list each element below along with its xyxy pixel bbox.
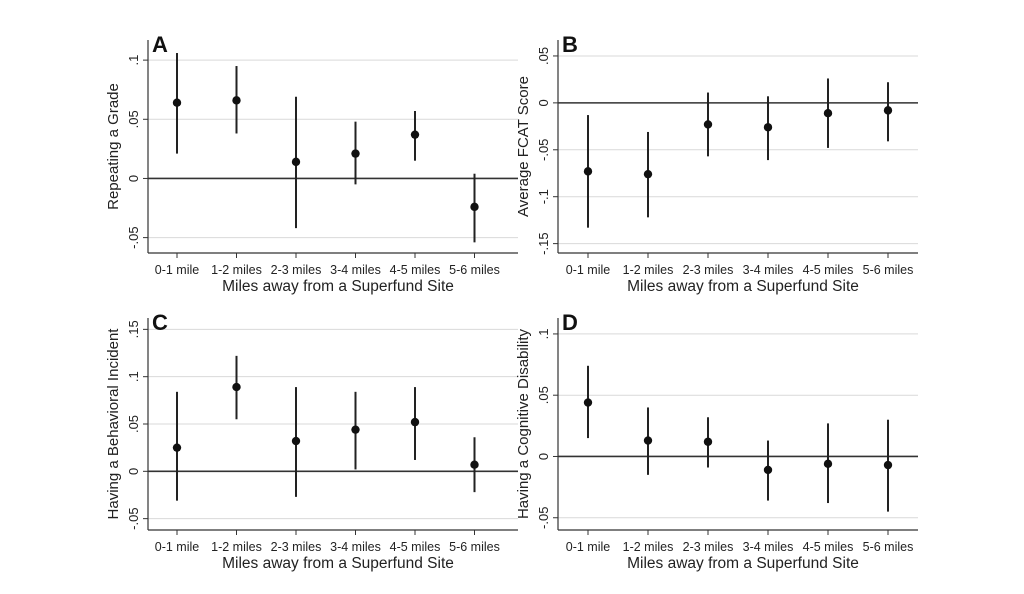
point-estimate bbox=[583, 398, 593, 407]
point-estimate bbox=[232, 382, 241, 392]
point-estimate bbox=[291, 436, 301, 446]
x-tick-label: 0-1 mile bbox=[566, 540, 611, 554]
x-tick-label: 1-2 miles bbox=[623, 540, 674, 554]
y-tick-label: 0 bbox=[126, 468, 141, 475]
y-tick-label: .05 bbox=[536, 386, 551, 404]
x-tick-label: 3-4 miles bbox=[743, 540, 794, 554]
panel-letter: B bbox=[562, 32, 578, 57]
y-tick-label: -.1 bbox=[536, 189, 551, 204]
y-axis-title: Having a Cognitive Disability bbox=[515, 328, 532, 519]
point-estimate bbox=[470, 202, 479, 212]
x-tick-label: 4-5 miles bbox=[390, 540, 441, 554]
y-tick-label: 0 bbox=[536, 99, 551, 106]
y-axis-title: Average FCAT Score bbox=[515, 76, 532, 217]
point-estimate bbox=[643, 169, 653, 179]
x-tick-label: 5-6 miles bbox=[863, 540, 914, 554]
y-tick-label: .05 bbox=[126, 415, 141, 433]
point-estimate bbox=[410, 417, 420, 427]
point-estimate bbox=[703, 437, 713, 446]
point-estimate bbox=[883, 106, 893, 115]
x-tick-label: 5-6 miles bbox=[863, 263, 914, 277]
y-tick-label: .1 bbox=[126, 371, 141, 382]
x-axis-title: Miles away from a Superfund Site bbox=[627, 278, 859, 295]
y-tick-label: .15 bbox=[126, 320, 141, 338]
x-tick-label: 0-1 mile bbox=[155, 263, 200, 277]
x-tick-label: 3-4 miles bbox=[330, 540, 381, 554]
x-axis-title: Miles away from a Superfund Site bbox=[627, 555, 859, 572]
y-tick-label: 0 bbox=[536, 453, 551, 460]
y-tick-label: -.05 bbox=[536, 139, 551, 161]
y-axis-title: Having a Behavioral Incident bbox=[105, 328, 122, 520]
point-estimate bbox=[172, 443, 182, 452]
point-estimate bbox=[703, 120, 713, 129]
panel-letter: D bbox=[562, 310, 578, 335]
x-tick-label: 1-2 miles bbox=[211, 540, 262, 554]
panel-d: -.05 0 .05 .1 0-1 mile 1-2 miles 2-3 miles 3-4 … bbox=[515, 310, 918, 572]
x-tick-label: 1-2 miles bbox=[211, 263, 262, 277]
y-tick-label: .1 bbox=[536, 329, 551, 340]
x-axis-title: Miles away from a Superfund Site bbox=[222, 278, 454, 295]
point-estimate bbox=[470, 460, 479, 469]
x-tick-label: 2-3 miles bbox=[271, 263, 322, 277]
x-tick-label: 2-3 miles bbox=[271, 540, 322, 554]
x-tick-label: 2-3 miles bbox=[683, 263, 734, 277]
point-estimate bbox=[643, 436, 653, 445]
point-estimate bbox=[291, 157, 301, 167]
x-tick-label: 0-1 mile bbox=[566, 263, 611, 277]
y-tick-label: -.05 bbox=[126, 226, 141, 248]
point-estimate bbox=[763, 123, 773, 132]
x-tick-label: 4-5 miles bbox=[390, 263, 441, 277]
point-estimate bbox=[172, 98, 182, 107]
y-tick-label: -.15 bbox=[536, 232, 551, 254]
point-estimate bbox=[583, 167, 593, 176]
y-tick-label: .1 bbox=[126, 55, 141, 66]
panel-letter: C bbox=[152, 310, 168, 335]
x-axis-title: Miles away from a Superfund Site bbox=[222, 555, 454, 572]
y-tick-label: -.05 bbox=[536, 507, 551, 529]
x-tick-label: 3-4 miles bbox=[330, 263, 381, 277]
y-tick-label: 0 bbox=[126, 175, 141, 182]
point-estimate bbox=[823, 108, 833, 118]
point-estimate bbox=[232, 96, 241, 105]
x-tick-label: 4-5 miles bbox=[803, 263, 854, 277]
y-tick-label: -.05 bbox=[126, 507, 141, 529]
x-tick-label: 3-4 miles bbox=[743, 263, 794, 277]
point-estimate bbox=[763, 465, 773, 475]
y-tick-label: .05 bbox=[126, 110, 141, 128]
x-tick-label: 0-1 mile bbox=[155, 540, 200, 554]
x-tick-label: 1-2 miles bbox=[623, 263, 674, 277]
point-estimate bbox=[883, 460, 893, 470]
point-estimate bbox=[410, 130, 420, 139]
point-estimate bbox=[351, 425, 360, 434]
panel-b: -.15 -.1 -.05 0 .05 0-1 mile 1-2 miles 2-3 mile… bbox=[515, 32, 918, 295]
panel-letter: A bbox=[152, 32, 168, 57]
x-tick-label: 2-3 miles bbox=[683, 540, 734, 554]
x-tick-label: 4-5 miles bbox=[803, 540, 854, 554]
point-estimate bbox=[823, 459, 833, 469]
point-estimate bbox=[351, 149, 360, 158]
panel-c: -.05 0 .05 .1 .15 0-1 mile 1-2 miles 2-3 miles 3… bbox=[105, 310, 518, 572]
x-tick-label: 5-6 miles bbox=[449, 540, 500, 554]
x-tick-label: 5-6 miles bbox=[449, 263, 500, 277]
panel-a: -.05 0 .05 .1 0-1 mile 1-2 miles 2-3 miles 3-4 … bbox=[105, 32, 518, 295]
y-axis-title: Repeating a Grade bbox=[105, 83, 122, 210]
y-tick-label: .05 bbox=[536, 47, 551, 65]
